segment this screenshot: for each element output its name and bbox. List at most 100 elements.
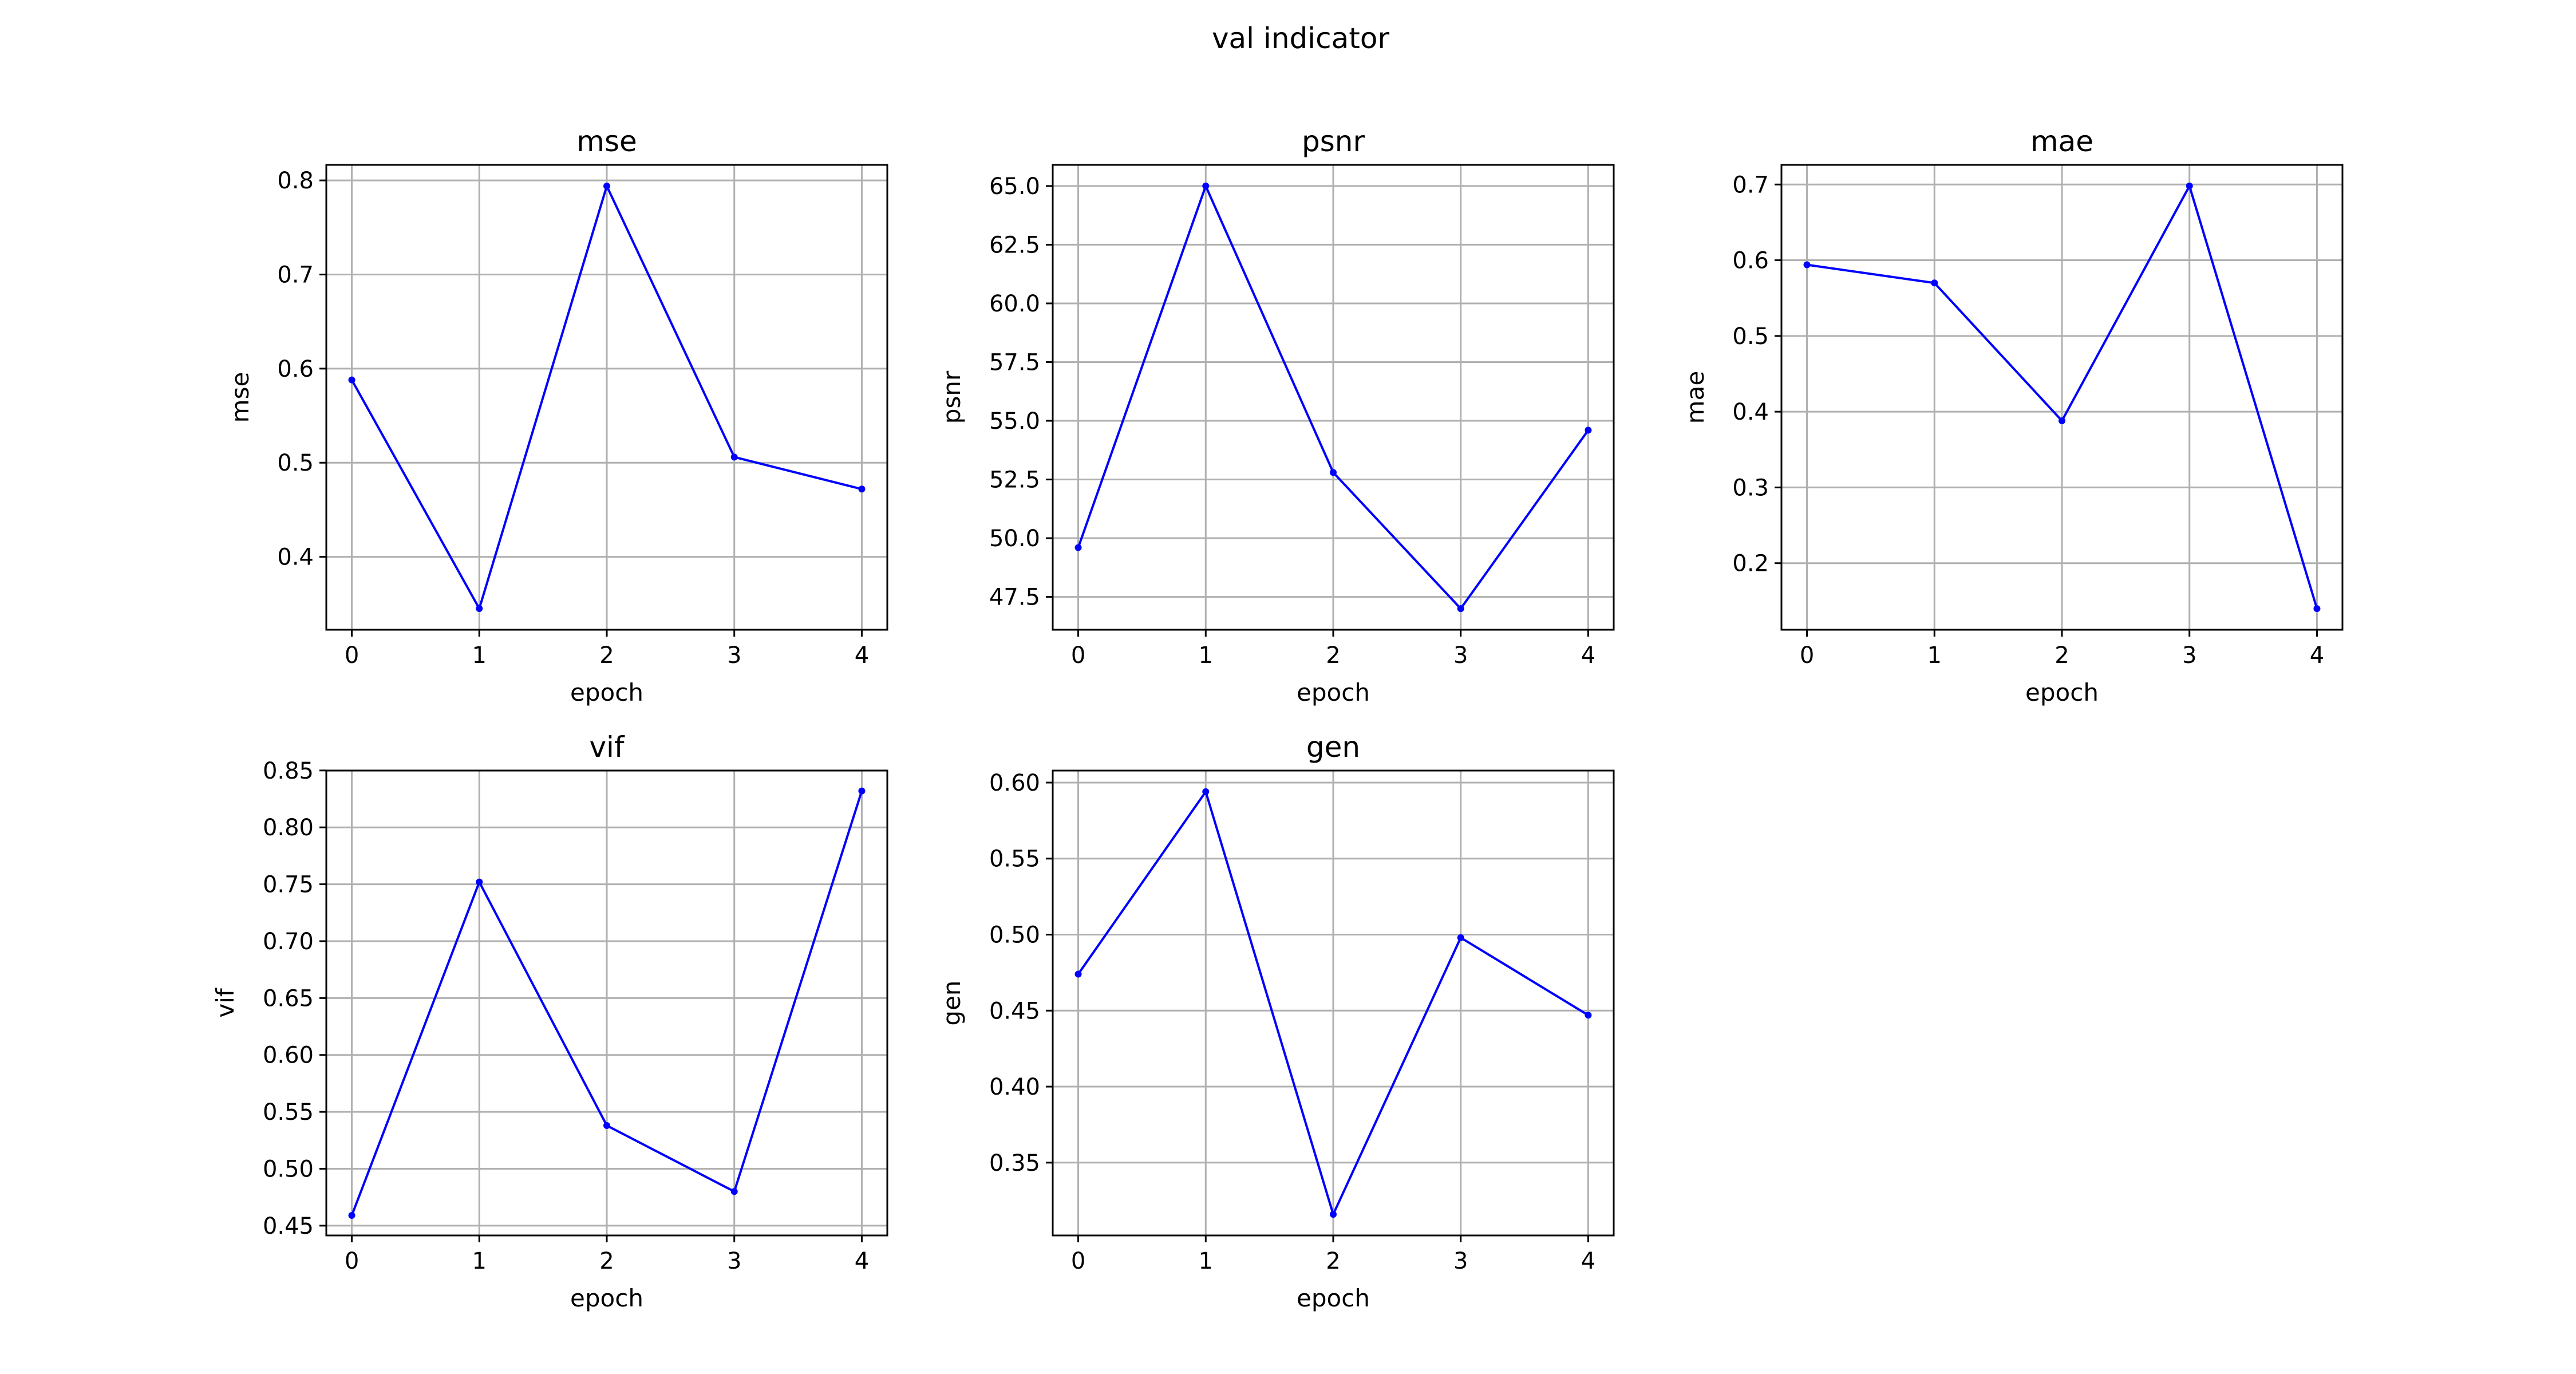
x-tick-label: 3: [1453, 1248, 1468, 1274]
data-point: [858, 485, 866, 493]
x-axis-label: epoch: [570, 678, 643, 706]
y-tick-label: 65.0: [989, 173, 1040, 200]
x-tick-label: 0: [1800, 642, 1814, 669]
y-tick-label: 0.55: [989, 846, 1040, 872]
x-tick-label: 1: [1199, 642, 1213, 669]
subplot-mse: 0 1 2 3 4 0.4 0.5 0.6 0.7 0.8 mse epoch mse: [226, 125, 888, 706]
y-tick-label: 62.5: [989, 232, 1040, 258]
y-tick-label: 0.5: [1732, 323, 1769, 350]
y-tick-label: 0.6: [277, 356, 314, 382]
x-tick-label: 2: [599, 642, 614, 669]
y-tick-label: 0.2: [1732, 551, 1769, 577]
x-tick-label: 0: [1071, 642, 1085, 669]
data-point: [730, 453, 738, 461]
x-axis-label: epoch: [570, 1284, 643, 1312]
y-tick-label: 0.70: [263, 929, 314, 955]
x-tick-label: 1: [1927, 642, 1942, 669]
data-point: [1931, 279, 1938, 287]
y-axis-label: gen: [938, 980, 966, 1025]
x-tick-label: 0: [1071, 1248, 1085, 1274]
x-tick-label: 3: [727, 1248, 741, 1274]
y-tick-label: 0.7: [277, 262, 314, 288]
y-axis-label: psnr: [938, 370, 966, 424]
data-point: [2186, 182, 2193, 189]
x-tick-label: 4: [2310, 642, 2324, 669]
data-point: [1202, 788, 1210, 795]
y-tick-label: 47.5: [989, 585, 1040, 611]
subplot-psnr: 0 1 2 3 4 47.5 50.0 52.5 55.0 57.5 60.0 62.5 65.0 psn…: [938, 125, 1615, 706]
y-tick-label: 0.3: [1732, 475, 1769, 501]
y-tick-label: 55.0: [989, 408, 1040, 435]
subplot-title: psnr: [1302, 125, 1365, 158]
data-point: [348, 376, 355, 384]
y-tick-label: 0.45: [263, 1213, 314, 1239]
subplots-container: 0 1 2 3 4 0.4 0.5 0.6 0.7 0.8 mse epoch mse 0 1 2 3 4 47.5…: [211, 125, 2344, 1312]
x-tick-label: 4: [1581, 642, 1595, 669]
y-tick-label: 60.0: [989, 291, 1040, 317]
subplot-vif: 0 1 2 3 4 0.45 0.50 0.55 0.60 0.65 0.70 0.75 0.80 0.8…: [211, 731, 888, 1312]
data-point: [1457, 605, 1464, 613]
x-tick-label: 1: [472, 642, 487, 669]
x-tick-label: 1: [472, 1248, 487, 1274]
data-point: [603, 182, 610, 189]
y-tick-label: 0.4: [277, 544, 314, 571]
y-tick-label: 0.50: [989, 922, 1040, 949]
y-tick-label: 0.8: [277, 168, 314, 194]
y-axis-label: mae: [1681, 371, 1709, 424]
x-tick-label: 3: [1453, 642, 1468, 669]
data-point: [858, 787, 866, 795]
x-tick-label: 4: [1581, 1248, 1595, 1274]
y-tick-label: 0.35: [989, 1150, 1040, 1176]
y-tick-label: 0.4: [1732, 399, 1769, 425]
x-tick-label: 2: [1326, 1248, 1340, 1274]
data-point: [1202, 182, 1210, 189]
y-tick-label: 0.85: [263, 758, 314, 784]
x-tick-label: 2: [2055, 642, 2069, 669]
figure-title: val indicator: [1212, 22, 1390, 55]
data-point: [348, 1212, 355, 1219]
subplot-gen: 0 1 2 3 4 0.35 0.40 0.45 0.50 0.55 0.60 gen epoch gen: [938, 731, 1615, 1312]
x-tick-label: 3: [2182, 642, 2196, 669]
subplot-title: mae: [2030, 125, 2093, 158]
data-point: [2313, 605, 2321, 613]
x-tick-label: 3: [727, 642, 741, 669]
data-point: [1330, 1211, 1337, 1218]
x-axis-label: epoch: [1297, 678, 1370, 706]
y-tick-label: 50.0: [989, 526, 1040, 552]
y-axis-label: vif: [211, 988, 239, 1018]
subplot-mae: 0 1 2 3 4 0.2 0.3 0.4 0.5 0.6 0.7 mae epoch mae: [1681, 125, 2344, 706]
x-axis-label: epoch: [2025, 678, 2099, 706]
y-tick-label: 0.6: [1732, 248, 1769, 274]
x-tick-label: 0: [345, 642, 359, 669]
data-point: [1330, 469, 1337, 476]
y-tick-label: 52.5: [989, 467, 1040, 493]
x-tick-label: 1: [1199, 1248, 1213, 1274]
y-tick-label: 0.80: [263, 815, 314, 841]
y-tick-label: 0.65: [263, 985, 314, 1012]
y-tick-label: 57.5: [989, 349, 1040, 376]
y-tick-label: 0.40: [989, 1074, 1040, 1100]
data-point: [1074, 970, 1082, 978]
y-axis-label: mse: [226, 372, 254, 423]
data-point: [603, 1122, 610, 1129]
x-tick-label: 2: [599, 1248, 614, 1274]
subplot-title: gen: [1306, 731, 1360, 764]
data-point: [1457, 934, 1464, 941]
y-tick-label: 0.50: [263, 1156, 314, 1183]
subplot-title: mse: [576, 125, 637, 158]
data-point: [1585, 1012, 1592, 1019]
subplot-title: vif: [589, 731, 625, 764]
x-axis-label: epoch: [1297, 1284, 1370, 1312]
data-point: [730, 1188, 738, 1195]
x-tick-label: 4: [855, 1248, 869, 1274]
x-tick-label: 4: [855, 642, 869, 669]
x-tick-label: 0: [345, 1248, 359, 1274]
y-tick-label: 0.55: [263, 1099, 314, 1126]
y-tick-label: 0.60: [989, 770, 1040, 796]
y-tick-label: 0.45: [989, 998, 1040, 1024]
y-tick-label: 0.75: [263, 872, 314, 898]
y-tick-label: 0.7: [1732, 172, 1769, 198]
data-point: [476, 878, 483, 886]
